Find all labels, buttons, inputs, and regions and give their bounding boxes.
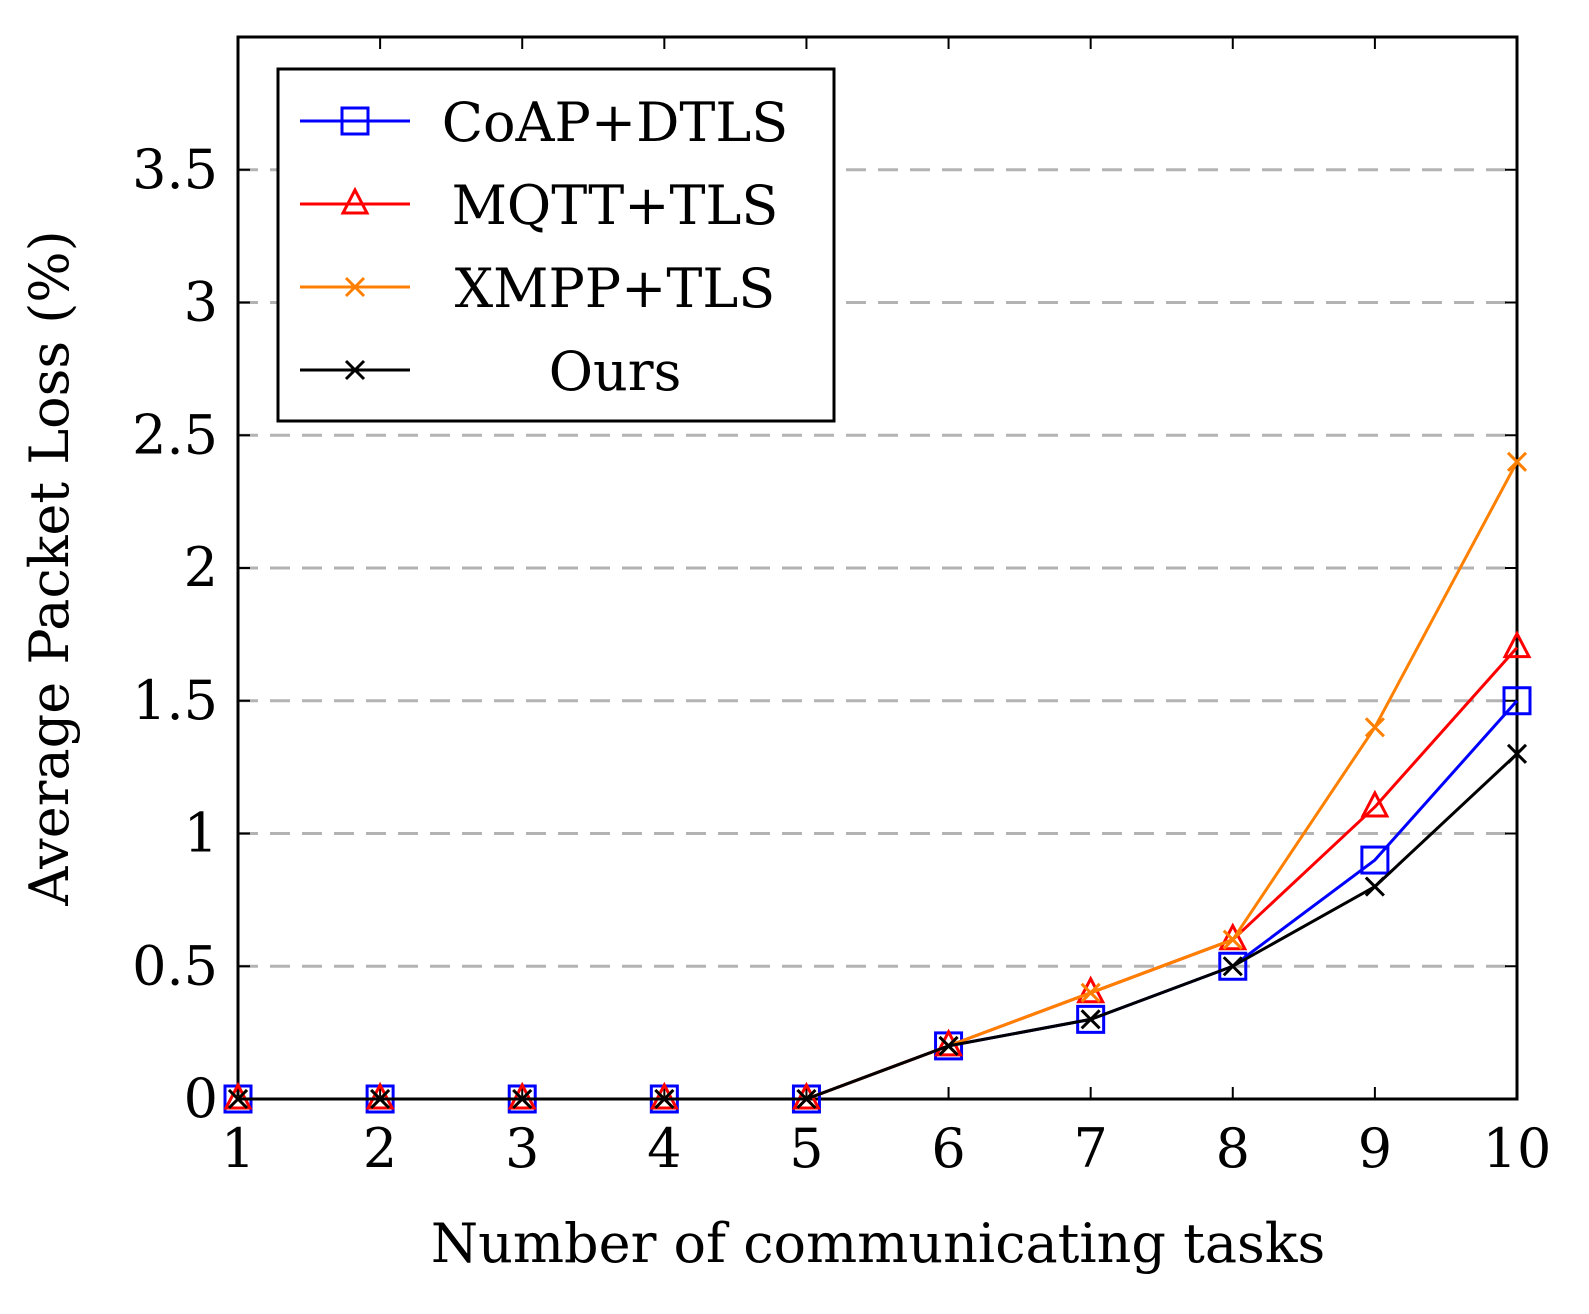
y-tick-label-2: 1 bbox=[184, 802, 218, 865]
point-ours-8 bbox=[1222, 956, 1243, 977]
point-coap-dtls-10 bbox=[1502, 686, 1532, 716]
point-xmpp-tls-10 bbox=[1506, 451, 1528, 472]
point-mqtt-tls-3 bbox=[507, 1081, 537, 1110]
point-ours-7 bbox=[1080, 1009, 1101, 1030]
point-mqtt-tls-9 bbox=[1360, 789, 1390, 818]
point-ours-1 bbox=[227, 1088, 249, 1110]
legend-marker-ours bbox=[344, 359, 366, 381]
legend-marker-mqtt-tls bbox=[340, 186, 370, 215]
point-ours-5 bbox=[796, 1088, 817, 1110]
y-tick-label-3: 1.5 bbox=[132, 669, 218, 732]
y-tick-label-4: 2 bbox=[184, 536, 218, 599]
point-ours-3 bbox=[512, 1088, 533, 1110]
point-xmpp-tls-7 bbox=[1080, 982, 1101, 1003]
legend: CoAP+DTLS MQTT+TLS XMPP+TLS Ours bbox=[276, 67, 836, 423]
x-tick-label-5: 6 bbox=[931, 1117, 965, 1180]
x-tick-label-0: 1 bbox=[221, 1117, 255, 1180]
x-tick-label-2: 3 bbox=[505, 1117, 539, 1180]
point-ours-4 bbox=[654, 1088, 675, 1110]
legend-marker-xmpp-tls bbox=[344, 276, 366, 298]
legend-label-ours: Ours bbox=[549, 340, 682, 403]
tick-labels: 0 0.5 1 1.5 2 2.5 3 3.5 1 2 3 4 5 6 7 8 9 10 bbox=[132, 138, 1551, 1180]
series-line-mqtt-tls bbox=[238, 646, 1519, 1101]
series-line-coap-dtls bbox=[238, 699, 1519, 1101]
series-lines bbox=[223, 451, 1532, 1114]
point-xmpp-tls-8 bbox=[1222, 929, 1243, 950]
legend-marker-coap-dtls bbox=[340, 106, 370, 136]
x-tick-label-6: 7 bbox=[1073, 1117, 1107, 1180]
point-mqtt-tls-8 bbox=[1218, 922, 1248, 951]
legend-label-coap-dtls: CoAP+DTLS bbox=[442, 91, 789, 154]
legend-label-xmpp-tls: XMPP+TLS bbox=[455, 257, 776, 320]
point-xmpp-tls-9 bbox=[1364, 717, 1385, 738]
x-tick-label-9: 10 bbox=[1483, 1117, 1552, 1180]
y-tick-label-0: 0 bbox=[184, 1067, 218, 1130]
x-tick-label-1: 2 bbox=[363, 1117, 397, 1180]
x-tick-label-7: 8 bbox=[1216, 1117, 1250, 1180]
y-tick-label-6: 3 bbox=[184, 271, 218, 334]
point-mqtt-tls-10 bbox=[1502, 630, 1532, 659]
series-line-xmpp-tls bbox=[238, 461, 1519, 1101]
x-tick-label-3: 4 bbox=[647, 1117, 681, 1180]
x-tick-label-4: 5 bbox=[789, 1117, 823, 1180]
y-axis-title: Average Packet Loss (%) bbox=[18, 230, 81, 906]
x-axis-title: Number of communicating tasks bbox=[431, 1212, 1325, 1275]
y-tick-label-7: 3.5 bbox=[132, 138, 218, 201]
y-tick-label-5: 2.5 bbox=[132, 403, 218, 466]
point-coap-dtls-9 bbox=[1360, 845, 1390, 875]
point-coap-dtls-8 bbox=[1218, 951, 1248, 981]
legend-label-mqtt-tls: MQTT+TLS bbox=[452, 174, 779, 237]
point-ours-2 bbox=[370, 1088, 391, 1110]
point-mqtt-tls-4 bbox=[649, 1081, 679, 1110]
point-ours-6 bbox=[938, 1035, 959, 1056]
point-mqtt-tls-2 bbox=[365, 1081, 395, 1110]
point-coap-dtls-7 bbox=[1076, 1004, 1106, 1034]
y-tick-label-1: 0.5 bbox=[132, 934, 218, 997]
axes bbox=[236, 35, 1519, 1101]
point-ours-9 bbox=[1364, 876, 1385, 897]
legend-box bbox=[276, 67, 836, 423]
point-ours-10 bbox=[1506, 743, 1528, 764]
series-line-ours bbox=[238, 752, 1519, 1101]
point-mqtt-tls-1 bbox=[223, 1081, 253, 1110]
x-tick-label-8: 9 bbox=[1358, 1117, 1392, 1180]
